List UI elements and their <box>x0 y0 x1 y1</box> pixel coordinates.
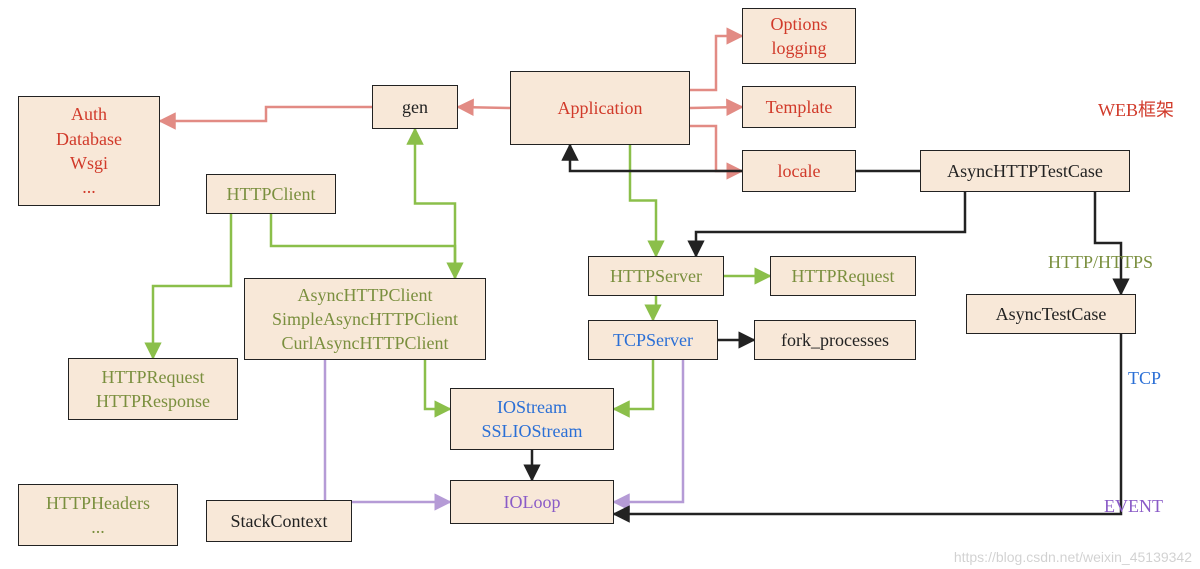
label-web: WEB框架 <box>1098 96 1174 122</box>
node-reqresp: HTTPRequest HTTPResponse <box>68 358 238 420</box>
node-iostream: IOStream SSLIOStream <box>450 388 614 450</box>
node-app: Application <box>510 71 690 145</box>
node-tcpserver: TCPServer <box>588 320 718 360</box>
node-auth: Auth Database Wsgi ... <box>18 96 160 206</box>
node-httprequest: HTTPRequest <box>770 256 916 296</box>
node-locale: locale <box>742 150 856 192</box>
node-stackctx: StackContext <box>206 500 352 542</box>
node-ioloop: IOLoop <box>450 480 614 524</box>
diagram-stage: Auth Database Wsgi ... gen Application Opti… <box>0 0 1200 569</box>
node-headers: HTTPHeaders ... <box>18 484 178 546</box>
node-httpclient: HTTPClient <box>206 174 336 214</box>
node-template: Template <box>742 86 856 128</box>
node-asyncclients: AsyncHTTPClient SimpleAsyncHTTPClient Cu… <box>244 278 486 360</box>
watermark: https://blog.csdn.net/weixin_45139342 <box>954 549 1192 565</box>
node-fork: fork_processes <box>754 320 916 360</box>
label-tcp: TCP <box>1128 368 1161 389</box>
node-asynctest: AsyncTestCase <box>966 294 1136 334</box>
node-gen: gen <box>372 85 458 129</box>
node-options: Options logging <box>742 8 856 64</box>
node-asynccase: AsyncHTTPTestCase <box>920 150 1130 192</box>
label-event: EVENT <box>1104 496 1163 517</box>
node-httpserver: HTTPServer <box>588 256 724 296</box>
label-http: HTTP/HTTPS <box>1048 252 1153 273</box>
